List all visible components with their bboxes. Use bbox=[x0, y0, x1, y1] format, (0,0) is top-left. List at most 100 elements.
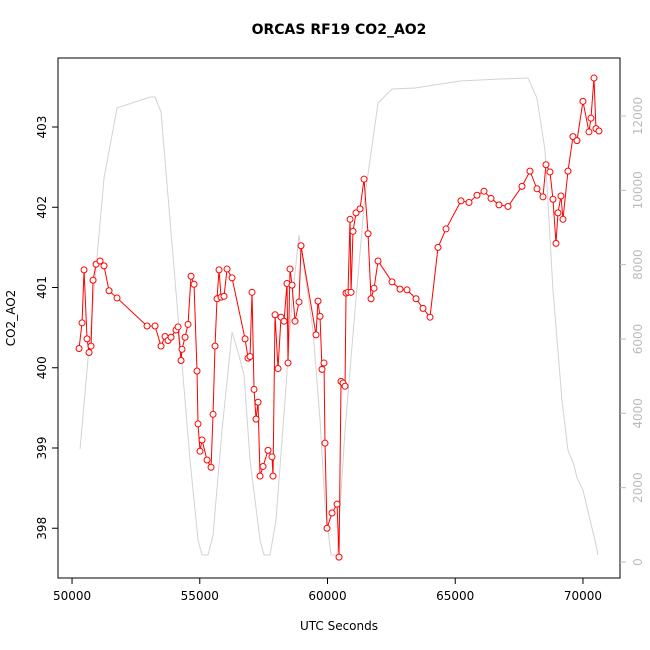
data-point bbox=[274, 365, 282, 373]
data-point bbox=[177, 357, 185, 365]
y-tick-label: 398 bbox=[35, 517, 49, 540]
data-point bbox=[286, 265, 294, 273]
data-point bbox=[396, 285, 404, 293]
data-point bbox=[250, 385, 258, 393]
data-point bbox=[341, 382, 349, 390]
data-point bbox=[595, 127, 603, 135]
data-point bbox=[143, 322, 151, 330]
data-point bbox=[248, 288, 256, 296]
data-point bbox=[280, 317, 288, 325]
data-point bbox=[465, 198, 473, 206]
data-point bbox=[323, 524, 331, 532]
data-point bbox=[533, 185, 541, 193]
data-point bbox=[364, 230, 372, 238]
chart-title: ORCAS RF19 CO2_AO2 bbox=[252, 22, 427, 38]
data-point bbox=[569, 133, 577, 141]
data-point bbox=[187, 272, 195, 280]
data-point bbox=[487, 194, 495, 202]
data-point bbox=[268, 453, 276, 461]
data-point bbox=[264, 446, 272, 454]
y-tick-label: 402 bbox=[35, 196, 49, 219]
y-tick-label: 403 bbox=[35, 116, 49, 139]
data-point bbox=[207, 463, 215, 471]
data-point bbox=[100, 262, 108, 270]
data-point bbox=[321, 439, 329, 447]
data-point bbox=[320, 359, 328, 367]
data-point bbox=[190, 280, 198, 288]
data-point bbox=[80, 266, 88, 274]
data-point bbox=[295, 298, 303, 306]
x-tick-label: 60000 bbox=[308, 589, 346, 603]
data-point bbox=[211, 342, 219, 350]
data-point bbox=[426, 313, 434, 321]
data-point bbox=[167, 333, 175, 341]
data-point bbox=[259, 462, 267, 470]
data-point bbox=[526, 167, 534, 175]
data-point bbox=[105, 287, 113, 295]
data-point bbox=[539, 193, 547, 201]
data-point bbox=[85, 349, 93, 357]
data-point bbox=[78, 319, 86, 327]
data-point bbox=[367, 295, 375, 303]
x-tick-label: 55000 bbox=[181, 589, 219, 603]
y-axis-label: CO2_AO2 bbox=[4, 290, 18, 347]
data-point bbox=[113, 294, 121, 302]
x-tick-label: 65000 bbox=[436, 589, 474, 603]
data-point bbox=[318, 365, 326, 373]
data-point bbox=[573, 137, 581, 145]
data-point bbox=[89, 276, 97, 284]
data-point bbox=[312, 331, 320, 339]
data-point bbox=[194, 420, 202, 428]
data-point bbox=[518, 182, 526, 190]
data-point bbox=[356, 205, 364, 213]
data-point bbox=[271, 311, 279, 319]
data-point bbox=[254, 398, 262, 406]
data-point bbox=[178, 345, 186, 353]
data-point bbox=[87, 342, 95, 350]
data-point bbox=[184, 320, 192, 328]
data-point bbox=[564, 167, 572, 175]
data-point bbox=[196, 447, 204, 455]
data-point bbox=[442, 225, 450, 233]
data-point bbox=[215, 266, 223, 274]
y2-tick-label: 2000 bbox=[631, 472, 645, 503]
data-point bbox=[473, 191, 481, 199]
data-point bbox=[349, 227, 357, 235]
y2-tick-label: 8000 bbox=[631, 249, 645, 280]
data-point bbox=[504, 202, 512, 210]
data-point bbox=[314, 297, 322, 305]
data-point bbox=[549, 195, 557, 203]
data-point bbox=[585, 128, 593, 136]
data-point bbox=[335, 553, 343, 561]
x-tick-label: 70000 bbox=[564, 589, 602, 603]
data-point bbox=[291, 317, 299, 325]
series-line bbox=[79, 77, 599, 556]
data-point bbox=[151, 322, 159, 330]
data-point bbox=[434, 243, 442, 251]
data-point bbox=[554, 209, 562, 217]
data-point bbox=[457, 197, 465, 205]
y2-tick-label: 0 bbox=[631, 558, 645, 566]
data-point bbox=[374, 257, 382, 265]
y2-tick-label: 4000 bbox=[631, 398, 645, 429]
data-point bbox=[388, 278, 396, 286]
data-point bbox=[557, 192, 565, 200]
data-point bbox=[552, 239, 560, 247]
x-tick-label: 50000 bbox=[53, 589, 91, 603]
data-point bbox=[346, 215, 354, 223]
data-point bbox=[297, 242, 305, 250]
data-point bbox=[333, 500, 341, 508]
data-point bbox=[96, 257, 104, 265]
data-point bbox=[241, 335, 249, 343]
data-point bbox=[587, 114, 595, 122]
data-point bbox=[252, 415, 260, 423]
data-point bbox=[316, 312, 324, 320]
data-point bbox=[83, 335, 91, 343]
data-point bbox=[352, 209, 360, 217]
data-point bbox=[403, 286, 411, 294]
data-point bbox=[546, 168, 554, 176]
data-point bbox=[246, 353, 254, 361]
data-point bbox=[256, 472, 264, 480]
